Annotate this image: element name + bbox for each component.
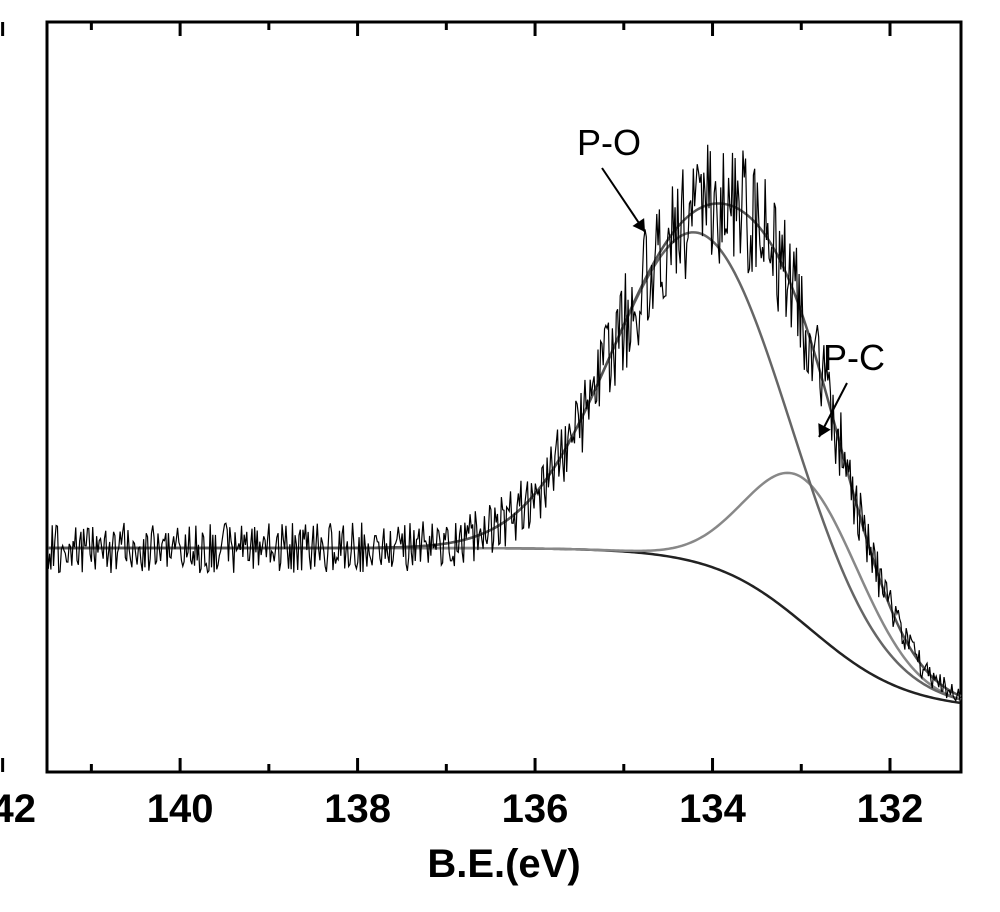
baseline-curve (47, 548, 961, 703)
xtick-label: 140 (147, 787, 214, 831)
xtick-label: 142 (0, 787, 36, 831)
xtick-label: 132 (857, 787, 924, 831)
annotation-po-arrow-head (632, 218, 645, 232)
peak-po-curve (47, 232, 961, 699)
peak-pc-curve (47, 473, 961, 700)
envelope-curve (47, 203, 961, 696)
chart-svg: 132 134 136 138 140 142 B.E.(eV) P-O P-C (0, 0, 1000, 912)
xtick-label: 138 (324, 787, 391, 831)
plot-frame (47, 22, 961, 772)
chart-container: 132 134 136 138 140 142 B.E.(eV) P-O P-C (0, 0, 1000, 912)
annotation-pc: P-C (823, 337, 885, 378)
xaxis-label: B.E.(eV) (427, 842, 580, 886)
xtick-label: 136 (502, 787, 569, 831)
raw-data-curve (47, 145, 961, 705)
xtick-label: 134 (679, 787, 746, 831)
annotation-po: P-O (577, 122, 641, 163)
